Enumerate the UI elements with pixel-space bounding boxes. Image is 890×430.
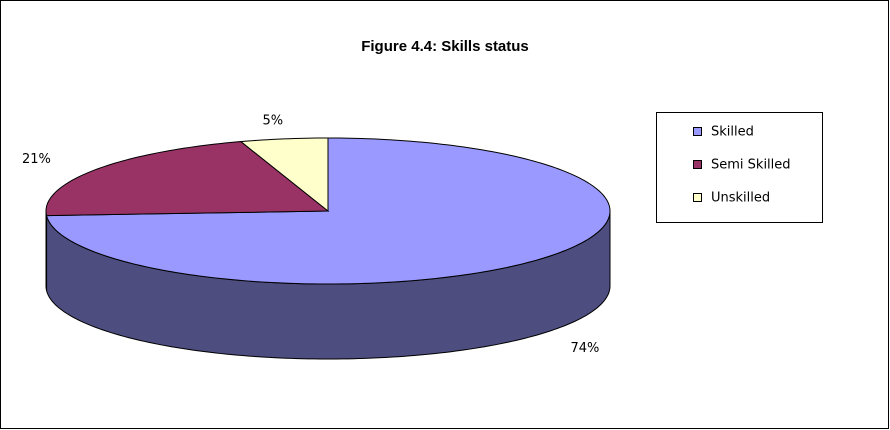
data-label: 5% [263, 113, 284, 128]
legend-label: Semi Skilled [711, 158, 791, 173]
slice [239, 137, 329, 213]
legend-label: Skilled [711, 125, 754, 140]
legend-label: Unskilled [711, 191, 770, 206]
chart-title: Figure 4.4: Skills status [361, 38, 529, 55]
legend-box [656, 112, 823, 223]
slice-side [45, 210, 48, 291]
legend-swatch [693, 127, 702, 136]
data-label: 21% [22, 152, 51, 167]
legend-swatch [693, 160, 702, 169]
slice [45, 141, 330, 217]
legend-swatch [693, 193, 702, 202]
data-label: 74% [571, 341, 600, 356]
